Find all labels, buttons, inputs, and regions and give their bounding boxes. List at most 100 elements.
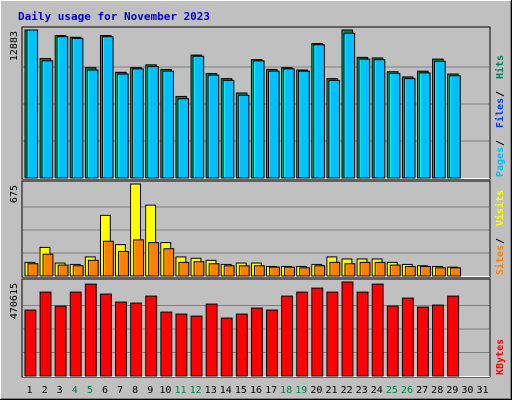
bar-sites-day-15 <box>238 265 250 277</box>
bar-pages-day-24 <box>373 59 386 179</box>
panel-bottom: 470615 KBytes <box>9 278 506 378</box>
bar-kbytes-day-1 <box>24 309 37 377</box>
y-max-label-top: 12883 <box>9 31 20 61</box>
bar-pages-day-15 <box>237 94 250 179</box>
bar-sites-day-25 <box>389 264 401 277</box>
bar-sites-day-20 <box>314 265 326 277</box>
bar-sites-day-22 <box>344 263 356 277</box>
bar-pages-day-17 <box>268 70 280 179</box>
bar-pages-day-1 <box>26 29 39 179</box>
bar-kbytes-day-20 <box>311 287 324 377</box>
x-label-day-25: 25 <box>386 385 398 396</box>
bar-sites-day-24 <box>374 261 386 277</box>
bar-kbytes-day-5 <box>84 283 97 377</box>
bar-kbytes-day-29 <box>447 295 460 377</box>
bar-kbytes-day-14 <box>220 317 233 377</box>
bar-pages-day-14 <box>222 79 235 179</box>
bar-pages-day-10 <box>162 70 174 179</box>
x-label-day-28: 28 <box>431 385 443 396</box>
x-label-day-6: 6 <box>102 385 108 396</box>
x-label-day-24: 24 <box>371 385 383 396</box>
bar-kbytes-day-25 <box>386 305 399 377</box>
bar-kbytes-day-21 <box>326 291 339 377</box>
bar-kbytes-day-2 <box>39 291 52 377</box>
bar-pages-day-21 <box>328 79 341 179</box>
panel-middle: 675 Sites / Visits <box>9 180 506 278</box>
bar-kbytes-day-18 <box>281 295 294 377</box>
bar-sites-day-7 <box>118 250 129 277</box>
bar-pages-day-6 <box>101 36 114 179</box>
bar-pages-day-12 <box>192 55 205 179</box>
x-label-day-30: 30 <box>461 385 473 396</box>
bar-pages-day-9 <box>147 66 159 179</box>
x-label-day-11: 11 <box>174 385 186 396</box>
bar-pages-day-20 <box>313 44 325 179</box>
bar-pages-day-11 <box>177 98 190 179</box>
bar-kbytes-day-16 <box>250 307 263 377</box>
legend-kbytes: KBytes <box>495 339 506 375</box>
bar-sites-day-13 <box>208 263 220 277</box>
bar-kbytes-day-12 <box>190 315 203 377</box>
x-label-day-23: 23 <box>356 385 368 396</box>
x-label-day-19: 19 <box>295 385 307 396</box>
bar-pages-day-3 <box>56 36 69 179</box>
bar-kbytes-day-6 <box>99 293 112 377</box>
bar-kbytes-day-28 <box>432 304 444 377</box>
y-max-label-middle: 675 <box>9 185 20 203</box>
bar-pages-day-29 <box>449 75 461 179</box>
x-label-day-17: 17 <box>265 385 277 396</box>
x-label-day-5: 5 <box>87 385 93 396</box>
bar-sites-day-8 <box>133 239 144 277</box>
bar-sites-day-6 <box>102 240 114 277</box>
bar-sites-day-29 <box>450 267 462 277</box>
x-label-day-1: 1 <box>26 385 32 396</box>
bar-pages-day-5 <box>86 69 99 179</box>
x-label-day-9: 9 <box>147 385 153 396</box>
bar-sites-day-23 <box>359 261 371 277</box>
bar-sites-day-16 <box>253 265 265 277</box>
legend-separator-top-2: / <box>495 91 506 97</box>
bar-sites-day-5 <box>87 259 99 277</box>
bar-kbytes-day-22 <box>341 281 354 377</box>
bar-kbytes-day-23 <box>356 291 369 377</box>
bar-pages-day-18 <box>283 68 295 179</box>
x-label-day-16: 16 <box>250 385 262 396</box>
x-label-day-15: 15 <box>235 385 247 396</box>
bar-pages-day-4 <box>71 37 84 179</box>
legend-pages: Pages <box>495 147 506 177</box>
x-label-day-22: 22 <box>341 385 353 396</box>
bar-sites-day-14 <box>223 265 235 277</box>
x-label-day-7: 7 <box>117 385 123 396</box>
bar-pages-day-8 <box>132 68 144 179</box>
chart-title: Daily usage for November 2023 <box>18 10 210 23</box>
bar-sites-day-17 <box>269 266 280 277</box>
panel-top: 12883 Pages / Files / Hits <box>9 26 506 180</box>
bar-pages-day-13 <box>207 74 220 179</box>
bar-kbytes-day-24 <box>371 283 384 377</box>
bar-sites-day-2 <box>42 253 54 277</box>
bar-kbytes-day-26 <box>401 297 414 377</box>
x-label-day-27: 27 <box>416 385 428 396</box>
bar-kbytes-day-4 <box>69 291 82 377</box>
bar-sites-day-19 <box>299 267 311 277</box>
bar-sites-day-11 <box>178 261 190 277</box>
bar-sites-day-28 <box>435 267 446 277</box>
x-axis-labels: 1 2 3 4 5 6 7 8 9 10 11 12 13 14 15 16 17 18 19 20 21 22 23 24 2… <box>26 385 488 396</box>
x-label-day-13: 13 <box>205 385 217 396</box>
legend-separator-middle-1: / <box>495 238 506 244</box>
bar-kbytes-day-10 <box>160 311 173 377</box>
legend-hits: Hits <box>494 55 506 79</box>
bar-kbytes-day-13 <box>205 303 218 377</box>
bar-pages-day-23 <box>358 58 371 179</box>
bar-sites-day-18 <box>284 266 295 277</box>
bar-sites-day-26 <box>404 265 416 277</box>
x-label-day-3: 3 <box>57 385 63 396</box>
x-label-day-14: 14 <box>220 385 232 396</box>
bar-kbytes-day-9 <box>145 295 158 377</box>
x-label-day-4: 4 <box>72 385 78 396</box>
bar-pages-day-28 <box>434 60 446 179</box>
x-label-day-2: 2 <box>42 385 48 396</box>
bar-sites-day-21 <box>329 261 341 277</box>
legend-separator-top-1: / <box>495 140 506 146</box>
